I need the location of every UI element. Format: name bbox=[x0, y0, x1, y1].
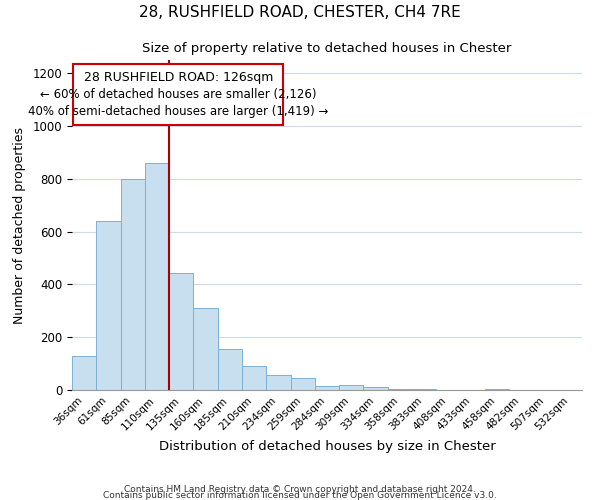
Text: 40% of semi-detached houses are larger (1,419) →: 40% of semi-detached houses are larger (… bbox=[28, 105, 328, 118]
Text: 28 RUSHFIELD ROAD: 126sqm: 28 RUSHFIELD ROAD: 126sqm bbox=[83, 71, 273, 84]
Bar bbox=[266, 376, 290, 390]
Bar bbox=[145, 163, 169, 390]
Bar bbox=[193, 308, 218, 390]
Bar bbox=[218, 349, 242, 390]
Bar bbox=[242, 366, 266, 390]
FancyBboxPatch shape bbox=[73, 64, 283, 124]
Bar bbox=[72, 356, 96, 390]
Bar bbox=[364, 388, 388, 390]
Y-axis label: Number of detached properties: Number of detached properties bbox=[13, 126, 26, 324]
Bar bbox=[290, 378, 315, 390]
Text: ← 60% of detached houses are smaller (2,126): ← 60% of detached houses are smaller (2,… bbox=[40, 88, 317, 101]
Bar bbox=[96, 221, 121, 390]
X-axis label: Distribution of detached houses by size in Chester: Distribution of detached houses by size … bbox=[158, 440, 496, 453]
Text: Contains public sector information licensed under the Open Government Licence v3: Contains public sector information licen… bbox=[103, 490, 497, 500]
Bar bbox=[315, 386, 339, 390]
Bar bbox=[388, 388, 412, 390]
Text: 28, RUSHFIELD ROAD, CHESTER, CH4 7RE: 28, RUSHFIELD ROAD, CHESTER, CH4 7RE bbox=[139, 5, 461, 20]
Bar bbox=[339, 384, 364, 390]
Title: Size of property relative to detached houses in Chester: Size of property relative to detached ho… bbox=[142, 42, 512, 54]
Bar bbox=[485, 389, 509, 390]
Bar bbox=[169, 272, 193, 390]
Bar bbox=[121, 179, 145, 390]
Text: Contains HM Land Registry data © Crown copyright and database right 2024.: Contains HM Land Registry data © Crown c… bbox=[124, 484, 476, 494]
